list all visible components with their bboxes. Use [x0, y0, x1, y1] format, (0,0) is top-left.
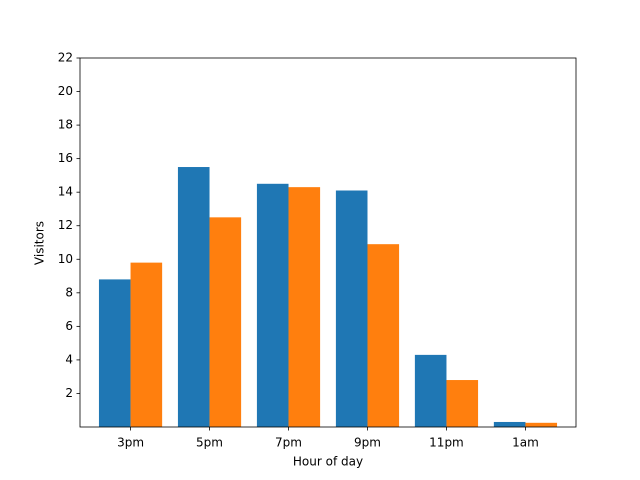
plot-frame: [79, 57, 577, 428]
bar: [446, 380, 479, 427]
y-tick-label: 18: [58, 118, 73, 132]
bar: [130, 262, 163, 427]
y-tick-label: 12: [58, 218, 73, 232]
y-tick-label: 8: [65, 285, 73, 299]
bar: [493, 421, 526, 427]
bar: [256, 183, 289, 427]
y-tick-label: 10: [58, 252, 73, 266]
y-tick-label: 22: [58, 51, 73, 65]
x-tick-label: 1am: [512, 436, 539, 450]
bar: [98, 279, 131, 427]
y-axis-label: Visitors: [33, 221, 47, 265]
x-tick-label: 5pm: [196, 436, 223, 450]
y-tick-label: 20: [58, 84, 73, 98]
bar: [414, 354, 447, 427]
bar: [288, 187, 321, 427]
bar: [525, 422, 558, 427]
y-tick-label: 6: [65, 319, 73, 333]
bar: [209, 217, 242, 427]
y-tick-label: 14: [58, 185, 73, 199]
bar: [335, 190, 368, 427]
y-tick-label: 2: [65, 386, 73, 400]
y-tick-label: 16: [58, 151, 73, 165]
bar: [367, 244, 400, 427]
x-tick-label: 7pm: [275, 436, 302, 450]
bar: [177, 167, 210, 428]
y-tick-label: 4: [65, 352, 73, 366]
x-tick-label: 9pm: [354, 436, 381, 450]
x-axis-label: Hour of day: [293, 455, 363, 469]
x-tick-label: 11pm: [429, 436, 464, 450]
x-tick-label: 3pm: [117, 436, 144, 450]
